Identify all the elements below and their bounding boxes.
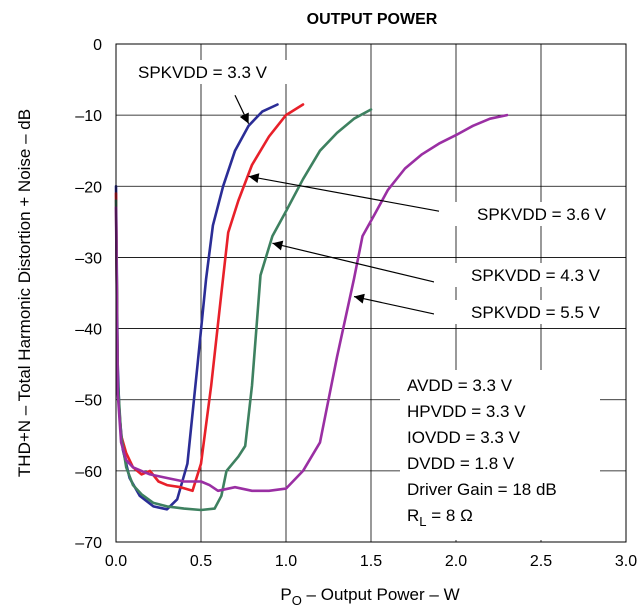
series-line-2	[114, 103, 305, 493]
annotation-label-bg	[134, 60, 304, 84]
x-tick-label: 2.0	[445, 553, 467, 570]
annotation-label: SPKVDD = 4.3 V	[471, 266, 601, 285]
x-tick-label: 1.0	[275, 553, 297, 570]
x-tick-label: 0.0	[105, 553, 127, 570]
annotation-layer: SPKVDD = 3.3 V SPKVDD = 3.6 V SPKVDD = 4.3…	[134, 60, 610, 324]
condition-line: HPVDD = 3.3 V	[407, 402, 526, 421]
series-layer	[114, 103, 509, 512]
y-tick-label: –20	[75, 179, 102, 196]
condition-line: RL = 8 Ω	[407, 506, 473, 529]
x-axis-label-rest: – Output Power – W	[302, 585, 460, 604]
conditions-bg	[400, 370, 600, 540]
annotation-arrow	[272, 240, 436, 283]
y-tick-label: –30	[75, 250, 102, 267]
y-tick-label: 0	[93, 37, 102, 54]
condition-rest: = 8 Ω	[427, 506, 473, 525]
annotation-label-bg	[434, 263, 604, 287]
annotation-label-bg	[440, 202, 610, 226]
chart-title: OUTPUT POWER	[307, 11, 438, 28]
y-axis-label: THD+N – Total Harmonic Distortion + Nois…	[15, 109, 34, 477]
x-axis-label-prefix: P	[280, 585, 291, 604]
annotation-label: SPKVDD = 3.3 V	[138, 63, 268, 82]
annotation-arrow	[353, 293, 436, 315]
conditions-box: AVDD = 3.3 V HPVDD = 3.3 V IOVDD = 3.3 V DV…	[400, 370, 600, 540]
y-tick-label: –60	[75, 464, 102, 481]
y-tick-label: –50	[75, 393, 102, 410]
condition-sub: L	[419, 514, 426, 529]
annotation-label-bg	[434, 300, 604, 324]
y-tick-label: –70	[75, 535, 102, 552]
annotation-label: SPKVDD = 5.5 V	[471, 303, 601, 322]
series-line-4	[114, 113, 509, 493]
annotation-arrow	[234, 94, 250, 124]
annotation-label: SPKVDD = 3.6 V	[477, 205, 607, 224]
x-axis-label: PO – Output Power – W	[280, 585, 459, 608]
tick-layer: 0.0 0.5 1.0 1.5 2.0 2.5 3.0 0 –10 –20 –30 –40 –50 –60…	[75, 37, 637, 570]
y-tick-label: –40	[75, 322, 102, 339]
condition-line: DVDD = 1.8 V	[407, 454, 515, 473]
series-line-3	[114, 108, 373, 512]
x-tick-label: 3.0	[615, 553, 637, 570]
x-tick-label: 2.5	[530, 553, 552, 570]
plot-frame	[115, 43, 627, 543]
x-tick-label: 0.5	[190, 553, 212, 570]
annotation-arrow	[248, 173, 440, 212]
x-tick-label: 1.5	[360, 553, 382, 570]
condition-prefix: R	[407, 506, 419, 525]
x-axis-label-sub: O	[292, 593, 302, 608]
condition-line: Driver Gain = 18 dB	[407, 480, 557, 499]
condition-line: AVDD = 3.3 V	[407, 376, 513, 395]
condition-line: IOVDD = 3.3 V	[407, 428, 521, 447]
y-tick-label: –10	[75, 108, 102, 125]
